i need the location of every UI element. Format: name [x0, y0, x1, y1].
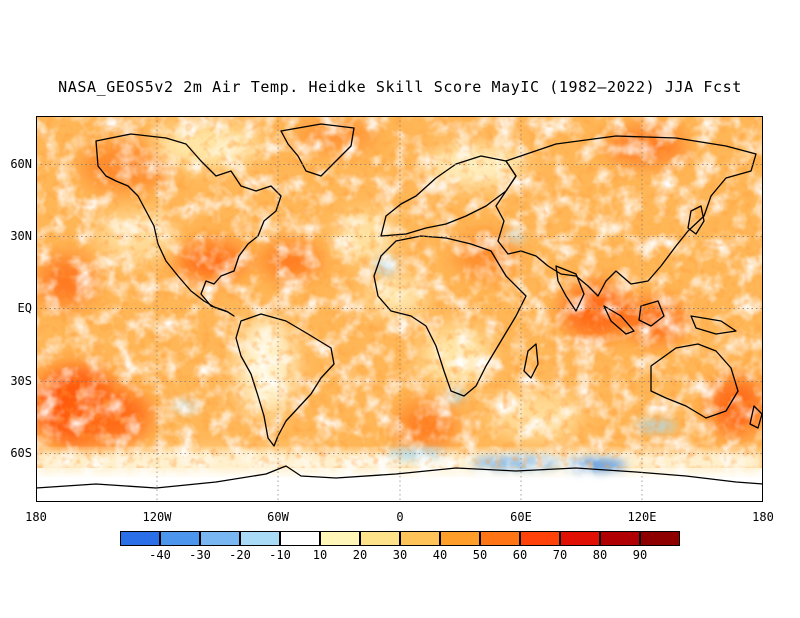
coast-south-america: [235, 313, 335, 447]
coast-australia: [650, 343, 739, 419]
colorbar-swatch: [440, 531, 480, 546]
colorbar-tick-label: 10: [312, 548, 328, 562]
map-title: NASA_GEOS5v2 2m Air Temp. Heidke Skill S…: [58, 78, 742, 96]
colorbar-tick-label: 60: [512, 548, 528, 562]
coast-greenland: [280, 123, 355, 177]
colorbar-swatch: [200, 531, 240, 546]
lat-label-60s: 60S: [10, 446, 32, 460]
colorbar-swatch: [520, 531, 560, 546]
coast-sumatra: [603, 305, 635, 335]
coast-new-zealand: [749, 405, 763, 429]
lon-label-0: 0: [396, 510, 404, 524]
colorbar: [120, 531, 680, 547]
skill-score-map: [36, 116, 763, 502]
coast-asia: [495, 135, 757, 297]
colorbar-tick-label: 70: [552, 548, 568, 562]
colorbar-tick-label: -40: [149, 548, 171, 562]
colorbar-swatch: [320, 531, 360, 546]
colorbar-tick-label: -20: [229, 548, 251, 562]
colorbar-swatch: [240, 531, 280, 546]
grid-lines: [36, 116, 763, 502]
lon-label-180w: 180: [25, 510, 47, 524]
lon-label-120e: 120E: [627, 510, 657, 524]
coast-north-america: [95, 133, 282, 317]
coast-antarctica: [36, 465, 763, 489]
coast-new-guinea: [690, 315, 737, 335]
coast-borneo: [638, 300, 665, 327]
colorbar-swatch: [640, 531, 680, 546]
coastlines: [36, 123, 763, 489]
colorbar-tick-label: -10: [269, 548, 291, 562]
coast-japan: [687, 205, 705, 235]
coast-madagascar: [523, 343, 539, 379]
colorbar-swatch: [280, 531, 320, 546]
lat-label-30n: 30N: [10, 229, 32, 243]
colorbar-tick-label: 80: [592, 548, 608, 562]
colorbar-swatch: [600, 531, 640, 546]
map-frame: [36, 116, 763, 502]
colorbar-tick-label: 50: [472, 548, 488, 562]
map-panel: [36, 116, 763, 502]
colorbar-tick-label: 30: [392, 548, 408, 562]
lat-label-eq: EQ: [17, 301, 32, 315]
colorbar-tick-label: 90: [632, 548, 648, 562]
colorbar-swatch: [400, 531, 440, 546]
colorbar-tick-label: 20: [352, 548, 368, 562]
colorbar-tick-label: 40: [432, 548, 448, 562]
orange-speck-texture: [36, 116, 763, 468]
lat-label-30s: 30S: [10, 374, 32, 388]
colorbar-swatch: [560, 531, 600, 546]
colorbar-tick-label: -30: [189, 548, 211, 562]
coast-india: [555, 265, 585, 312]
lon-label-120w: 120W: [142, 510, 172, 524]
lon-label-60e: 60E: [510, 510, 532, 524]
colorbar-swatch: [120, 531, 160, 546]
lon-label-180e: 180: [752, 510, 774, 524]
colorbar-swatch: [360, 531, 400, 546]
colorbar-swatch: [160, 531, 200, 546]
coast-africa: [373, 235, 527, 397]
colorbar-swatch: [480, 531, 520, 546]
lon-label-60w: 60W: [267, 510, 289, 524]
lat-label-60n: 60N: [10, 157, 32, 171]
